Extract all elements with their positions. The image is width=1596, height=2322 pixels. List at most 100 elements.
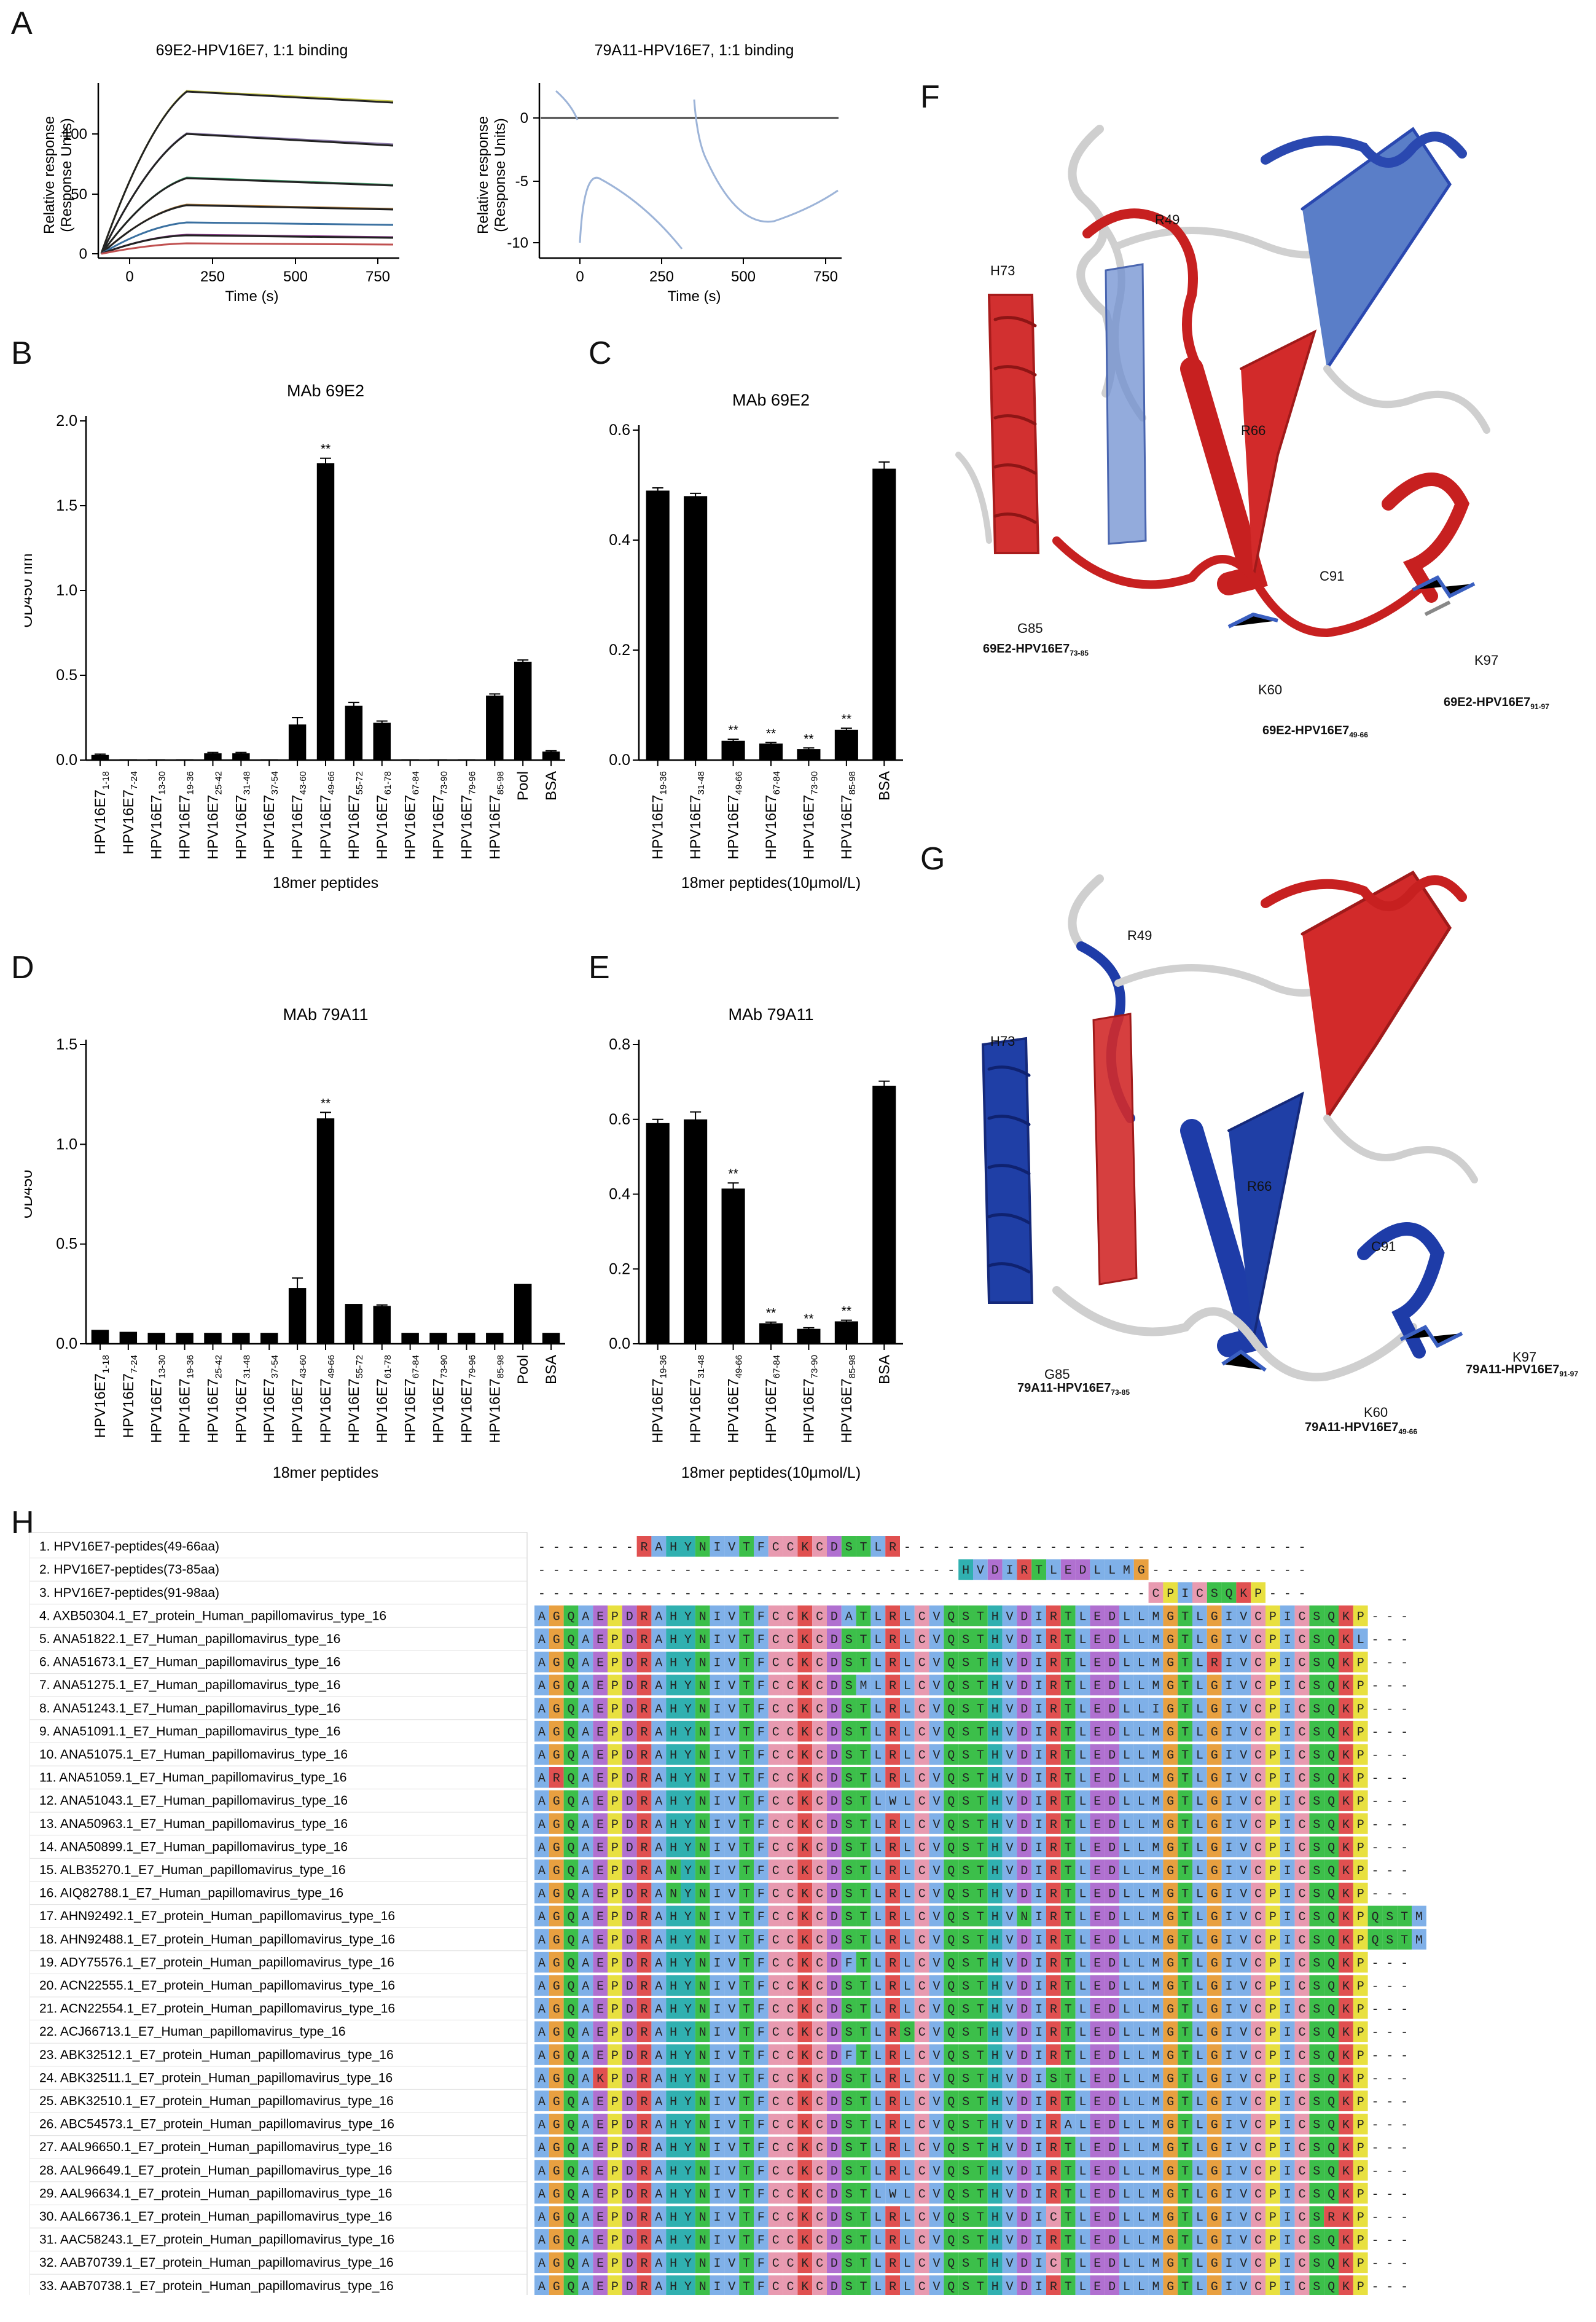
residue: L <box>1123 1841 1130 1855</box>
residue: C <box>1298 2119 1305 2133</box>
residue: T <box>1181 1934 1189 1948</box>
residue: M <box>1152 1910 1159 1924</box>
residue: - <box>1298 1564 1305 1578</box>
residue: P <box>611 2234 619 2248</box>
residue: A <box>538 1910 546 1924</box>
residue-cell <box>885 1674 900 1696</box>
residue: S <box>962 1657 969 1671</box>
bar <box>147 1333 165 1344</box>
residue: C <box>816 1703 823 1717</box>
residue: E <box>1093 1679 1101 1693</box>
y-tick-label: 0.0 <box>56 751 77 769</box>
panel-g-structure <box>981 870 1478 1382</box>
residue-cell <box>987 1605 1003 1626</box>
residue: M <box>1152 1725 1159 1740</box>
residue: G <box>1211 2165 1218 2179</box>
residue: Y <box>684 1795 692 1809</box>
residue: V <box>728 1795 735 1809</box>
residue: D <box>626 1703 633 1717</box>
residue: - <box>918 1564 926 1578</box>
residue: I <box>1284 1910 1291 1924</box>
residue-cell <box>797 1652 813 1673</box>
residue: E <box>597 1910 604 1924</box>
residue: D <box>1108 1956 1116 1971</box>
residue-cell <box>827 1720 842 1742</box>
residue: L <box>904 1841 911 1855</box>
residue: V <box>1006 2119 1013 2133</box>
residue: I <box>1035 2165 1042 2179</box>
f-label-c91: C91 <box>1320 568 1345 584</box>
residue: Y <box>684 1934 692 1948</box>
residue: P <box>1269 2187 1277 2202</box>
residue: V <box>1006 2280 1013 2294</box>
residue: M <box>1152 1888 1159 1902</box>
residue: Y <box>684 1679 692 1693</box>
residue: T <box>743 1703 750 1717</box>
y-tick-label: 0.8 <box>609 1036 630 1053</box>
residue: T <box>1181 1633 1189 1647</box>
residue: A <box>538 2257 546 2271</box>
residue: R <box>889 2026 896 2040</box>
residue: C <box>1298 1888 1305 1902</box>
residue: T <box>859 1610 867 1624</box>
residue: P <box>1357 2211 1364 2225</box>
residue: - <box>1371 2141 1379 2155</box>
residue: L <box>1123 1910 1130 1924</box>
residue: I <box>1284 2003 1291 2017</box>
residue: I <box>1035 1980 1042 1994</box>
residue: C <box>772 1956 780 1971</box>
residue: V <box>1006 2211 1013 2225</box>
residue: R <box>1050 1633 1057 1647</box>
residue: R <box>889 1818 896 1832</box>
residue-cell <box>1002 1559 1017 1580</box>
residue: Y <box>684 1910 692 1924</box>
panel-label-g: G <box>920 841 945 877</box>
alignment-row-name: 31. AAC58243.1_E7_protein_Human_papillom… <box>39 2233 394 2247</box>
residue-cell <box>1119 1720 1134 1742</box>
residue-cell <box>1046 1559 1061 1580</box>
residue-cell <box>739 1536 754 1557</box>
residue-cell <box>797 1698 813 1719</box>
residue: T <box>743 1541 750 1555</box>
residue-cell <box>1119 1698 1134 1719</box>
residue: L <box>1196 1888 1203 1902</box>
residue: G <box>1211 2234 1218 2248</box>
residue: D <box>1020 1772 1028 1786</box>
residue: R <box>889 1725 896 1740</box>
residue: F <box>757 1795 765 1809</box>
residue: C <box>1298 1725 1305 1740</box>
residue: - <box>1401 2026 1408 2040</box>
residue: I <box>1225 2280 1232 2294</box>
residue: D <box>1020 1725 1028 1740</box>
residue: - <box>1123 1587 1130 1601</box>
residue: R <box>640 1633 647 1647</box>
residue: D <box>1108 2280 1116 2294</box>
residue: A <box>655 1888 662 1902</box>
residue: S <box>1313 1679 1320 1693</box>
residue-cell <box>1002 1744 1017 1765</box>
residue: L <box>904 1956 911 1971</box>
residue: G <box>1167 2165 1174 2179</box>
residue: L <box>1123 2280 1130 2294</box>
residue: Q <box>567 2280 574 2294</box>
residue: L <box>1196 1864 1203 1878</box>
residue: V <box>1006 1679 1013 1693</box>
residue: S <box>962 2234 969 2248</box>
residue: S <box>1313 1841 1320 1855</box>
residue: I <box>713 1934 721 1948</box>
residue: G <box>1167 2187 1174 2202</box>
residue: L <box>904 2141 911 2155</box>
residue: D <box>1020 2095 1028 2109</box>
residue: P <box>1357 1610 1364 1624</box>
residue: G <box>553 2072 560 2086</box>
residue: S <box>845 1633 853 1647</box>
residue-cell <box>768 1628 783 1649</box>
residue: A <box>538 1679 546 1693</box>
residue: T <box>1065 2187 1072 2202</box>
residue: L <box>1138 1725 1145 1740</box>
g-label-k97: K97 <box>1512 1349 1537 1365</box>
residue: C <box>1298 1703 1305 1717</box>
residue: C <box>772 2003 780 2017</box>
residue-cell <box>1002 1628 1017 1649</box>
residue: K <box>801 1795 808 1809</box>
